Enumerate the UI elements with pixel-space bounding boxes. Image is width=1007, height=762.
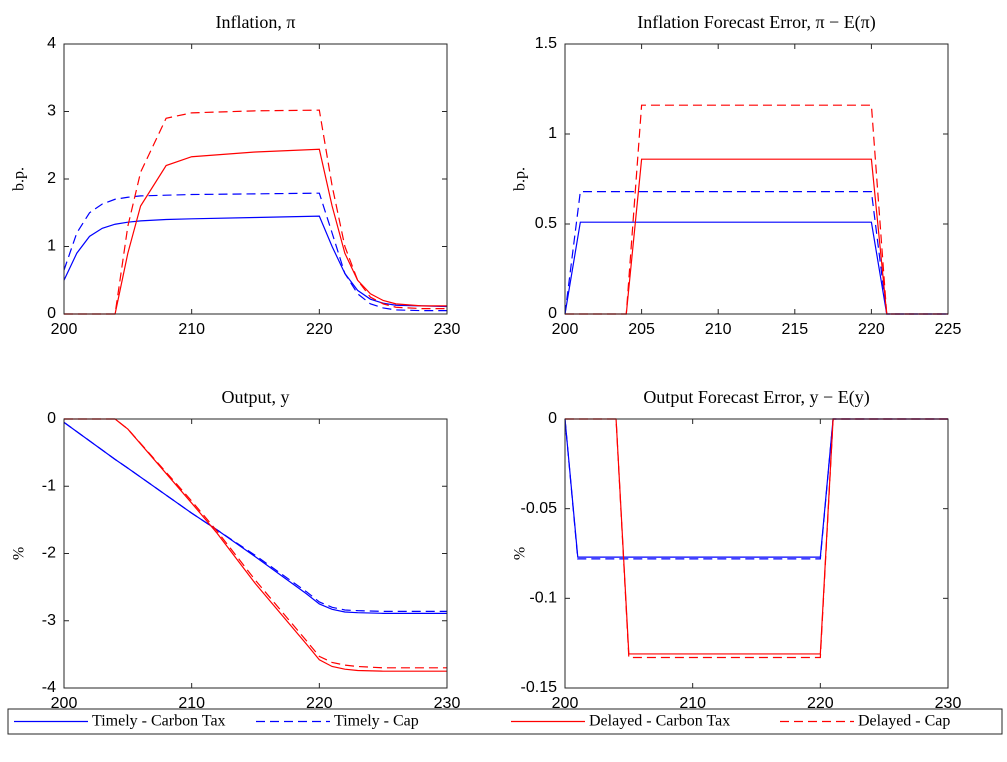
legend-label: Timely - Carbon Tax bbox=[92, 713, 226, 730]
series-line bbox=[63, 215, 448, 308]
y-tick-label: 3 bbox=[47, 103, 56, 120]
x-tick-label: 210 bbox=[178, 321, 205, 338]
plot-frame bbox=[63, 43, 448, 315]
series-line bbox=[64, 418, 447, 669]
x-tick-label: 200 bbox=[51, 321, 78, 338]
x-tick-label: 205 bbox=[628, 321, 655, 338]
legend-label: Timely - Cap bbox=[334, 713, 419, 730]
x-tick-label: 225 bbox=[935, 321, 962, 338]
x-tick-label: 230 bbox=[434, 321, 461, 338]
plot-frame bbox=[564, 418, 949, 689]
x-tick-label: 200 bbox=[552, 695, 579, 712]
x-tick-label: 210 bbox=[679, 695, 706, 712]
plot-frame bbox=[63, 418, 448, 689]
x-tick-label: 220 bbox=[858, 321, 885, 338]
series-line bbox=[565, 418, 948, 659]
y-axis-label: % bbox=[512, 547, 529, 560]
y-tick-label: 1.5 bbox=[535, 35, 557, 52]
y-axis-label: b.p. bbox=[11, 167, 28, 191]
y-tick-label: 0 bbox=[548, 305, 557, 322]
series-line bbox=[64, 418, 447, 672]
y-tick-label: -3 bbox=[42, 612, 56, 629]
y-tick-label: -2 bbox=[42, 545, 56, 562]
y-tick-label: 2 bbox=[47, 170, 56, 187]
legend-label: Delayed - Carbon Tax bbox=[589, 713, 730, 730]
x-tick-label: 200 bbox=[552, 321, 579, 338]
y-tick-label: 1 bbox=[47, 238, 56, 255]
series-line bbox=[564, 191, 948, 315]
x-tick-label: 220 bbox=[807, 695, 834, 712]
y-tick-label: 0.5 bbox=[535, 215, 557, 232]
x-tick-label: 220 bbox=[306, 695, 333, 712]
chart-title: Output Forecast Error, y − E(y) bbox=[643, 387, 869, 408]
y-tick-label: -1 bbox=[42, 477, 56, 494]
y-tick-label: 1 bbox=[548, 125, 557, 142]
series-line bbox=[565, 104, 948, 315]
y-axis-label: % bbox=[11, 547, 28, 560]
chart-title: Inflation Forecast Error, π − E(π) bbox=[637, 12, 876, 33]
chart-title: Output, y bbox=[221, 387, 289, 407]
x-tick-label: 200 bbox=[51, 695, 78, 712]
x-tick-label: 210 bbox=[178, 695, 205, 712]
x-tick-label: 230 bbox=[935, 695, 962, 712]
y-tick-label: -0.15 bbox=[521, 679, 558, 696]
series-line bbox=[64, 109, 447, 315]
x-tick-label: 210 bbox=[705, 321, 732, 338]
x-tick-label: 230 bbox=[434, 695, 461, 712]
y-tick-label: -0.05 bbox=[521, 500, 558, 517]
y-axis-label: b.p. bbox=[512, 167, 529, 191]
y-tick-label: -0.1 bbox=[529, 590, 557, 607]
x-tick-label: 220 bbox=[306, 321, 333, 338]
series-line bbox=[564, 221, 948, 315]
series-line bbox=[63, 192, 447, 312]
y-tick-label: 0 bbox=[47, 410, 56, 427]
y-tick-label: -4 bbox=[42, 679, 56, 696]
series-line bbox=[565, 158, 948, 315]
series-line bbox=[63, 421, 447, 612]
chart-title: Inflation, π bbox=[215, 12, 295, 32]
series-line bbox=[64, 148, 447, 315]
y-tick-label: 0 bbox=[47, 305, 56, 322]
x-tick-label: 215 bbox=[781, 321, 808, 338]
series-line bbox=[63, 421, 447, 614]
y-tick-label: 4 bbox=[47, 35, 56, 52]
y-tick-label: 0 bbox=[548, 410, 557, 427]
legend-label: Delayed - Cap bbox=[858, 713, 950, 730]
plot-frame bbox=[564, 43, 949, 315]
